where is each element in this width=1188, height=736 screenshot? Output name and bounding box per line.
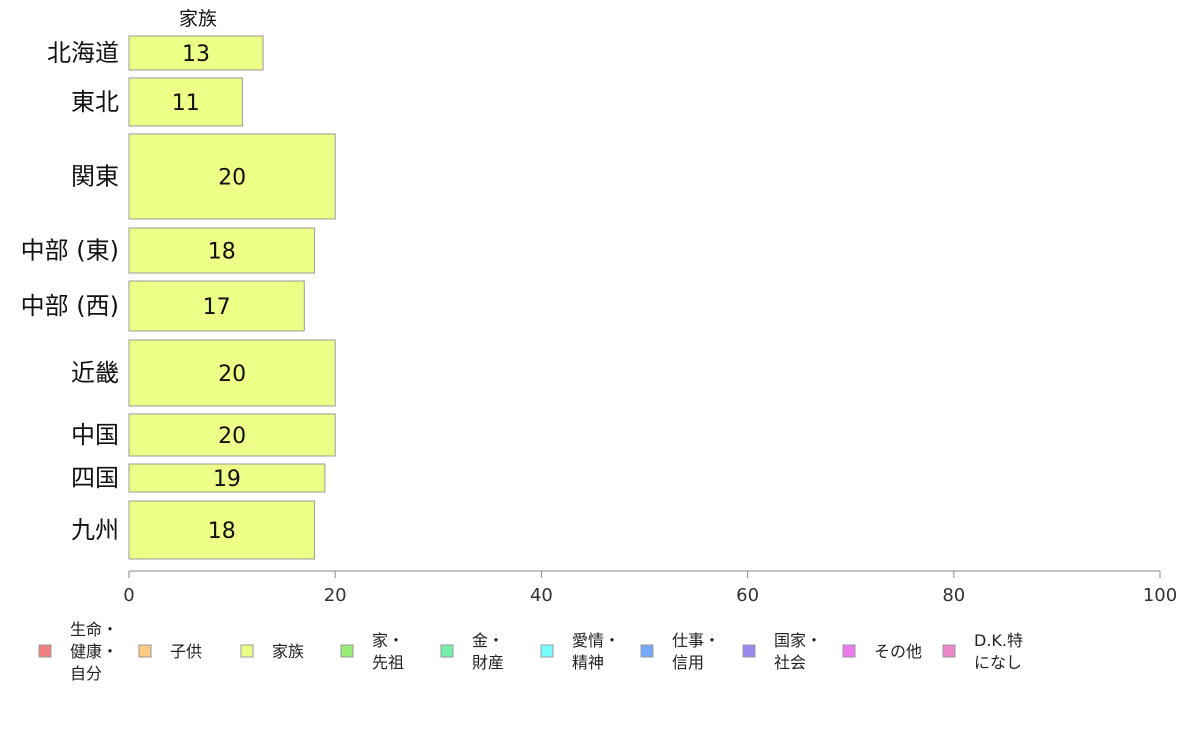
bar <box>128 35 264 71</box>
category-label: 関東 <box>71 163 119 191</box>
legend-entry-label: になし <box>974 653 1022 672</box>
bar <box>128 227 316 274</box>
legend-swatch <box>138 644 152 658</box>
x-axis: 0 20 40 60 80 100 <box>123 570 1177 606</box>
legend-swatch <box>742 644 756 658</box>
legend-entry-label: 愛情・ <box>572 631 620 650</box>
legend-entry-label: その他 <box>874 642 922 661</box>
legend-entry-label: 財産 <box>472 653 504 672</box>
x-tick-label: 40 <box>530 585 553 606</box>
bar-value-label: 20 <box>218 166 246 191</box>
bar-value-label: 20 <box>218 362 246 387</box>
legend-entry-label: D.K.特 <box>974 631 1023 650</box>
legend-entry-label: 家族 <box>272 642 304 661</box>
bar <box>128 500 316 560</box>
bar-value-label: 18 <box>208 519 236 544</box>
legend-entry-label: 仕事・ <box>672 631 720 650</box>
bar-value-label: 18 <box>208 240 236 265</box>
legend-entry-label: 国家・ <box>774 631 822 650</box>
bar-value-label: 11 <box>172 91 200 116</box>
x-tick-label: 0 <box>123 585 134 606</box>
category-label: 四国 <box>71 464 119 492</box>
legend-swatch <box>540 644 554 658</box>
x-tick-label: 100 <box>1143 585 1177 606</box>
legend-entry-label: 信用 <box>672 653 704 672</box>
x-tick-label: 60 <box>736 585 759 606</box>
bar-value-label: 19 <box>213 467 241 492</box>
bar <box>128 413 336 457</box>
category-label: 近畿 <box>71 359 119 387</box>
category-label: 北海道 <box>47 39 119 67</box>
bar <box>128 280 305 332</box>
legend-entry-label: 自分 <box>70 664 102 683</box>
legend-entry-label: 子供 <box>170 642 202 661</box>
legend-swatch <box>440 644 454 658</box>
bar-value-label: 20 <box>218 424 246 449</box>
legend-swatch <box>842 644 856 658</box>
bar <box>128 463 326 493</box>
series-title: 家族 <box>179 8 217 30</box>
legend-entry-label: 社会 <box>774 653 806 672</box>
legend-swatch <box>942 644 956 658</box>
bars-group: 北海道 13 東北 11 関東 20 中部 (東) 18 中部 (西) 17 近畿 20 中国 20 四国 1… <box>21 35 336 560</box>
legend-entry-label: 精神 <box>572 653 604 672</box>
category-label: 中部 (西) <box>21 292 119 320</box>
legend-entry-label: 金・ <box>472 631 504 650</box>
legend-swatch <box>240 644 254 658</box>
legend-swatch <box>340 644 354 658</box>
category-label: 九州 <box>71 516 119 544</box>
category-label: 中国 <box>71 421 119 449</box>
bar-value-label: 17 <box>203 295 231 320</box>
x-tick-label: 80 <box>942 585 965 606</box>
category-label: 中部 (東) <box>21 237 119 265</box>
legend-swatch <box>640 644 654 658</box>
legend: 生命・健康・自分 子供 家族 家・先祖 金・財産 愛情・精神 仕事・信用 国家・社会 その他 D.… <box>38 620 1023 683</box>
category-label: 東北 <box>71 88 119 116</box>
x-tick-label: 20 <box>324 585 347 606</box>
legend-swatch <box>38 644 52 658</box>
legend-entry-label: 生命・ <box>70 620 118 639</box>
bar <box>128 77 243 127</box>
bar <box>128 339 336 407</box>
bar <box>128 133 336 220</box>
bar-value-label: 13 <box>182 42 210 67</box>
legend-entry-label: 健康・ <box>70 642 118 661</box>
legend-entry-label: 家・ <box>372 631 404 650</box>
legend-entry-label: 先祖 <box>372 653 404 672</box>
